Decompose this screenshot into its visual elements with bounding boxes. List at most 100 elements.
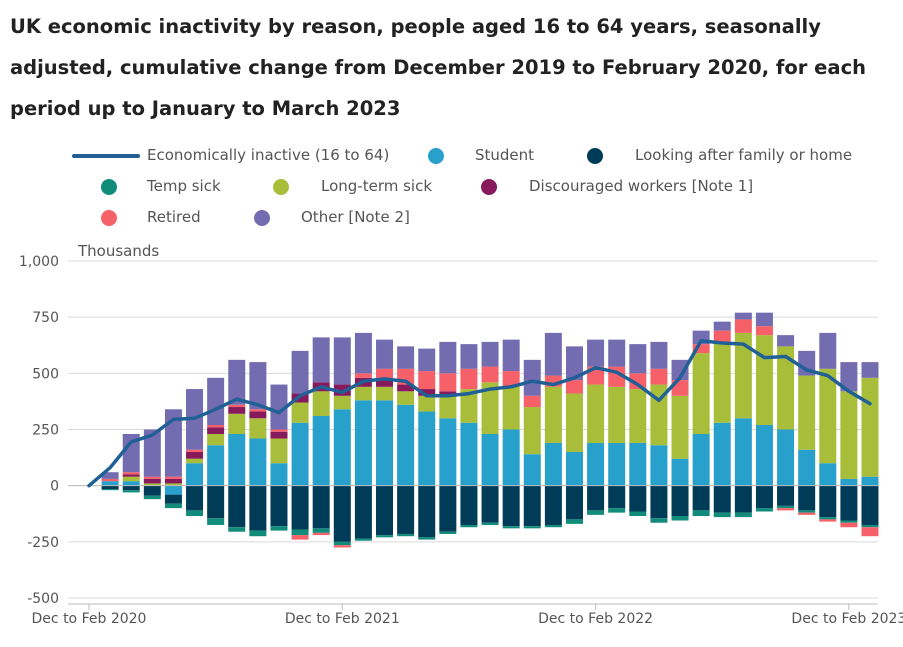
bar-looking-after-family-or-home (418, 485, 436, 538)
bar-long-term-sick (481, 382, 499, 434)
bar-other (502, 339, 520, 372)
bar-student (777, 429, 795, 486)
bars (101, 312, 879, 548)
bar-looking-after-family-or-home (629, 485, 647, 512)
bar-retired (122, 472, 140, 475)
bar-temp-sick (734, 512, 752, 518)
bar-other (523, 359, 541, 396)
bar-long-term-sick (418, 395, 436, 412)
bar-retired (861, 527, 879, 537)
bar-student (291, 422, 309, 486)
bar-student (101, 481, 119, 486)
bar-temp-sick (502, 526, 520, 529)
bar-looking-after-family-or-home (481, 485, 499, 523)
bar-looking-after-family-or-home (502, 485, 520, 527)
bar-long-term-sick (650, 384, 668, 446)
y-tick-label: -500 (27, 591, 59, 607)
bar-student (692, 433, 710, 486)
bar-temp-sick (397, 533, 415, 537)
bar-long-term-sick (713, 341, 731, 423)
bar-retired (354, 373, 372, 378)
bar-looking-after-family-or-home (523, 485, 541, 527)
bar-long-term-sick (544, 386, 562, 443)
bar-temp-sick (481, 522, 499, 525)
bar-other (755, 312, 773, 327)
bar-temp-sick (376, 535, 394, 538)
bar-other (291, 350, 309, 394)
bar-looking-after-family-or-home (565, 485, 583, 520)
bar-looking-after-family-or-home (544, 485, 562, 525)
bar-retired (713, 330, 731, 342)
y-tick-label: 1,000 (19, 254, 59, 270)
bar-other (164, 409, 182, 477)
bar-retired (734, 319, 752, 333)
bar-retired (798, 512, 816, 515)
bar-long-term-sick (819, 368, 837, 464)
bar-student (629, 442, 647, 486)
bar-retired (228, 404, 246, 408)
bar-other (777, 335, 795, 347)
bar-retired (544, 375, 562, 387)
bar-student (122, 481, 140, 486)
bar-other (650, 341, 668, 369)
bar-temp-sick (650, 518, 668, 523)
bar-looking-after-family-or-home (376, 485, 394, 536)
y-tick-label: 500 (32, 366, 59, 382)
bar-looking-after-family-or-home (207, 485, 225, 519)
bar-other (418, 348, 436, 372)
bar-long-term-sick (777, 346, 795, 430)
bar-other (819, 332, 837, 369)
bar-discouraged-workers (186, 451, 204, 459)
bar-long-term-sick (608, 386, 626, 443)
bar-retired (376, 368, 394, 381)
bar-long-term-sick (143, 483, 161, 486)
y-tick-label: -250 (27, 535, 59, 551)
bar-student (861, 476, 879, 486)
bar-long-term-sick (587, 384, 605, 443)
bar-temp-sick (228, 527, 246, 532)
bar-looking-after-family-or-home (819, 485, 837, 518)
bar-discouraged-workers (418, 389, 436, 396)
x-tick-label: Dec to Feb 2022 (538, 611, 653, 627)
bar-other (840, 362, 858, 392)
bar-student (312, 416, 330, 486)
bar-retired (819, 519, 837, 522)
bar-temp-sick (207, 518, 225, 525)
bar-other (249, 362, 267, 410)
bar-temp-sick (777, 505, 795, 509)
y-tick-label: 750 (32, 310, 59, 326)
bar-other (713, 321, 731, 331)
bar-retired (481, 366, 499, 383)
bar-student (460, 422, 478, 486)
bar-temp-sick (565, 519, 583, 524)
bar-other (671, 359, 689, 381)
bar-retired (840, 522, 858, 528)
bar-looking-after-family-or-home (249, 485, 267, 531)
bar-long-term-sick (291, 402, 309, 423)
bar-temp-sick (270, 526, 288, 531)
bar-discouraged-workers (376, 380, 394, 387)
bar-retired (164, 476, 182, 479)
bar-looking-after-family-or-home (671, 485, 689, 516)
bar-retired (777, 508, 795, 511)
bar-retired (418, 371, 436, 390)
bar-other (587, 339, 605, 367)
bar-other (481, 341, 499, 367)
bar-other (544, 332, 562, 376)
bar-student (608, 442, 626, 486)
bar-temp-sick (671, 515, 689, 521)
bar-looking-after-family-or-home (164, 494, 182, 504)
bar-long-term-sick (397, 391, 415, 405)
bar-temp-sick (587, 510, 605, 515)
bar-other (608, 339, 626, 367)
bar-temp-sick (249, 530, 267, 537)
bar-looking-after-family-or-home (587, 485, 605, 511)
bar-long-term-sick (333, 395, 351, 410)
bar-student (798, 449, 816, 486)
bar-student (164, 485, 182, 495)
bar-other (861, 362, 879, 378)
bar-retired (755, 326, 773, 336)
bar-temp-sick (692, 510, 710, 516)
bar-other (101, 472, 119, 479)
